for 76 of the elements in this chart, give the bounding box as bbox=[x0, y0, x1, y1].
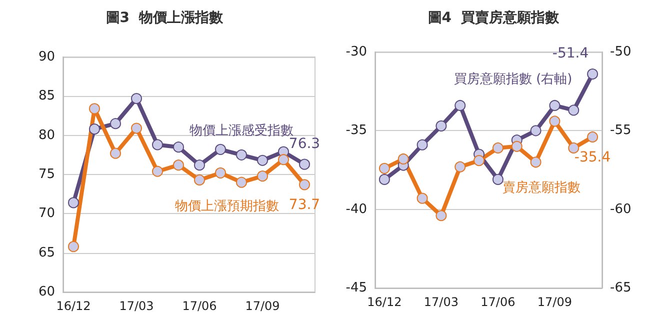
y-tick-label: 65 bbox=[38, 245, 55, 260]
point bbox=[549, 116, 560, 127]
series-label: 物價上漲感受指數 bbox=[190, 123, 294, 138]
chart-title: 圖3 物價上漲指數 bbox=[106, 10, 224, 26]
y-tick-label: 60 bbox=[38, 284, 55, 300]
point bbox=[416, 139, 428, 150]
point bbox=[398, 153, 409, 164]
chart-title: 圖4 買賣房意願指數 bbox=[428, 9, 560, 26]
point bbox=[278, 154, 289, 166]
point bbox=[215, 144, 226, 155]
x-tick-label: 16/12 bbox=[367, 295, 402, 309]
y-tick-label: 80 bbox=[38, 128, 55, 143]
y-tick-label: -30 bbox=[346, 44, 367, 60]
point bbox=[110, 148, 121, 159]
data-label: -51.4 bbox=[552, 46, 589, 62]
point bbox=[378, 162, 390, 174]
point bbox=[299, 158, 310, 170]
x-tick-label: 16/12 bbox=[56, 299, 91, 313]
point bbox=[131, 93, 142, 104]
x-tick-label: 17/09 bbox=[537, 295, 572, 309]
x-tick-label: 17/03 bbox=[424, 295, 459, 309]
point bbox=[173, 142, 184, 153]
point bbox=[68, 197, 79, 208]
point bbox=[436, 120, 447, 132]
x-tick-label: 17/09 bbox=[245, 299, 280, 313]
point bbox=[131, 122, 142, 134]
point bbox=[110, 118, 121, 130]
point bbox=[568, 104, 580, 116]
series-label: 賣房意願指數 bbox=[502, 180, 580, 196]
y-tick-label: 85 bbox=[38, 88, 55, 104]
point bbox=[416, 192, 428, 204]
point bbox=[236, 176, 247, 188]
point bbox=[436, 210, 447, 222]
y-tick-label: 90 bbox=[38, 50, 55, 64]
data-label: 76.3 bbox=[288, 136, 320, 152]
y-tick-label: -45 bbox=[346, 280, 367, 296]
point bbox=[152, 139, 163, 150]
y-tick-label: 70 bbox=[38, 206, 55, 222]
point bbox=[173, 160, 184, 171]
y2-tick-label: -65 bbox=[610, 280, 632, 296]
x-tick-label: 17/03 bbox=[119, 299, 154, 313]
point bbox=[89, 124, 100, 135]
point bbox=[236, 149, 247, 160]
point bbox=[257, 154, 268, 166]
y2-tick-label: -55 bbox=[610, 123, 632, 138]
y2-tick-label: -60 bbox=[610, 202, 632, 217]
point bbox=[68, 241, 79, 252]
point bbox=[194, 160, 205, 171]
x-tick-label: 17/06 bbox=[480, 295, 516, 309]
y-tick-label: -35 bbox=[346, 123, 367, 138]
data-label: 73.7 bbox=[288, 197, 320, 214]
point bbox=[530, 125, 542, 136]
point bbox=[454, 100, 466, 111]
y-tick-label: 75 bbox=[38, 167, 55, 182]
y2-tick-label: -50 bbox=[610, 44, 632, 60]
series-label: 物價上漲預期指數 bbox=[174, 198, 279, 214]
y-tick-label: -40 bbox=[346, 202, 367, 217]
point bbox=[474, 155, 485, 166]
data-label: -35.4 bbox=[574, 149, 611, 166]
point bbox=[511, 140, 522, 152]
point bbox=[194, 174, 205, 186]
point bbox=[587, 131, 598, 142]
point bbox=[299, 179, 310, 190]
point bbox=[530, 156, 542, 168]
point bbox=[454, 161, 466, 172]
point bbox=[152, 166, 163, 177]
point bbox=[549, 100, 560, 111]
point bbox=[257, 170, 268, 182]
x-tick-label: 17/06 bbox=[182, 299, 217, 313]
point bbox=[492, 174, 504, 185]
point bbox=[492, 142, 504, 154]
point bbox=[215, 167, 226, 178]
point bbox=[378, 174, 390, 185]
series-label: 買房意願指數 (右軸) bbox=[454, 70, 572, 87]
point bbox=[89, 103, 100, 114]
point bbox=[587, 68, 598, 80]
